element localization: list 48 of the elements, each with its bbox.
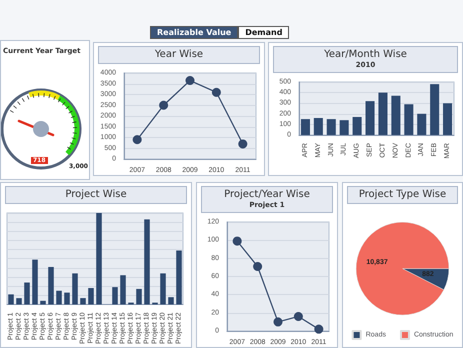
point — [132, 135, 142, 144]
bar — [340, 120, 349, 135]
chart-title: Project/Year Wise — [223, 189, 311, 201]
point — [294, 312, 303, 321]
bar — [314, 118, 323, 135]
point — [314, 324, 324, 334]
bar — [352, 116, 362, 135]
bar — [80, 298, 86, 304]
bar — [443, 103, 452, 135]
point — [274, 317, 282, 326]
bar — [32, 260, 38, 304]
bar — [160, 273, 166, 304]
bar — [168, 297, 174, 304]
bar — [48, 266, 54, 304]
bar — [88, 288, 94, 304]
bar — [417, 114, 426, 135]
bar — [391, 96, 400, 135]
bar — [120, 275, 126, 304]
point — [186, 76, 194, 86]
chart-title: Year Wise — [99, 49, 259, 61]
chart-title: Project Type Wise — [348, 189, 457, 201]
point — [238, 139, 248, 148]
bar — [176, 250, 182, 304]
bar — [366, 101, 375, 135]
bar — [24, 282, 30, 304]
bar — [144, 219, 150, 304]
bar — [430, 84, 440, 135]
bar — [40, 300, 46, 304]
text: Realizable Value — [150, 26, 238, 39]
bar — [378, 92, 388, 135]
bar — [326, 119, 336, 135]
bar — [404, 104, 414, 135]
bar — [136, 288, 142, 304]
bar — [64, 292, 70, 304]
bar — [16, 298, 22, 304]
text: Demand — [238, 26, 290, 39]
bar — [56, 290, 62, 304]
bar — [112, 287, 118, 304]
bar — [96, 213, 102, 304]
bar — [300, 119, 310, 135]
bar — [8, 294, 14, 304]
point — [159, 100, 168, 110]
point — [232, 236, 242, 246]
point — [253, 262, 262, 272]
bar — [72, 273, 78, 304]
point — [212, 88, 221, 97]
chart-title: Project Wise — [6, 189, 186, 201]
chart-title: Year/Month Wise — [323, 49, 408, 61]
